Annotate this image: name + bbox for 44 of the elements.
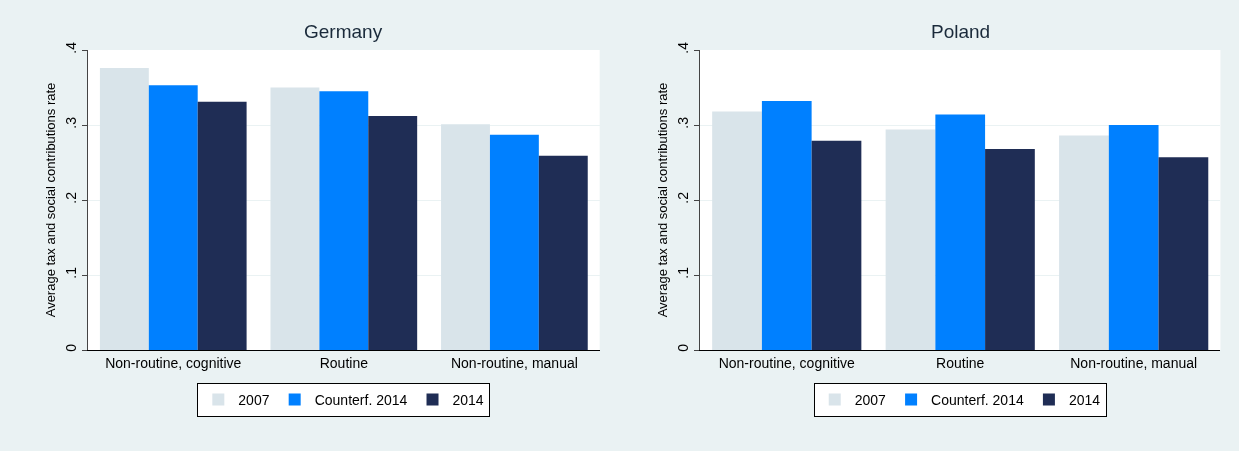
x-tick-label: Non-routine, cognitive bbox=[718, 354, 856, 371]
chart-title: Poland bbox=[931, 21, 991, 42]
bar bbox=[538, 155, 588, 350]
y-axis-title: Average tax and social contributions rate bbox=[43, 82, 59, 318]
y-tick-label: .4 bbox=[675, 41, 692, 54]
x-tick-label: Non-routine, cognitive bbox=[105, 354, 242, 371]
legend-label: 2014 bbox=[452, 392, 484, 409]
y-tick-label: .2 bbox=[63, 191, 80, 204]
y-tick-label: .4 bbox=[63, 41, 80, 54]
y-tick-label: .3 bbox=[675, 116, 692, 129]
y-tick-label: 0 bbox=[63, 343, 80, 352]
legend-label: 2007 bbox=[854, 392, 887, 409]
bar bbox=[319, 91, 369, 350]
x-tick-label: Non-routine, manual bbox=[450, 354, 578, 371]
bar bbox=[441, 124, 490, 350]
bar bbox=[885, 129, 936, 350]
chart-title: Germany bbox=[304, 21, 383, 42]
bar bbox=[712, 111, 762, 350]
bar bbox=[368, 116, 418, 350]
x-tick-label: Routine bbox=[936, 354, 985, 371]
x-tick-label: Non-routine, manual bbox=[1070, 354, 1198, 371]
bar bbox=[761, 101, 812, 350]
bar bbox=[197, 101, 247, 350]
bar bbox=[1108, 125, 1159, 350]
bar bbox=[99, 68, 149, 350]
y-tick-label: 0 bbox=[675, 343, 692, 352]
bar bbox=[489, 134, 539, 350]
legend-label: 2007 bbox=[238, 392, 270, 409]
bar bbox=[985, 149, 1035, 350]
bar bbox=[148, 85, 198, 350]
legend-label: Counterf. 2014 bbox=[314, 392, 408, 409]
bar bbox=[811, 140, 862, 350]
y-tick-label: .3 bbox=[63, 116, 80, 129]
bar bbox=[1059, 135, 1109, 350]
y-axis-title: Average tax and social contributions rate bbox=[655, 82, 671, 318]
y-tick-label: .1 bbox=[675, 266, 692, 279]
legend-label: Counterf. 2014 bbox=[931, 392, 1024, 409]
y-tick-label: .1 bbox=[63, 266, 80, 279]
bar bbox=[935, 114, 986, 350]
y-tick-label: .2 bbox=[675, 191, 692, 204]
legend-label: 2014 bbox=[1068, 392, 1101, 409]
x-tick-label: Routine bbox=[319, 354, 369, 371]
bar bbox=[1158, 157, 1209, 350]
bar bbox=[270, 87, 320, 350]
